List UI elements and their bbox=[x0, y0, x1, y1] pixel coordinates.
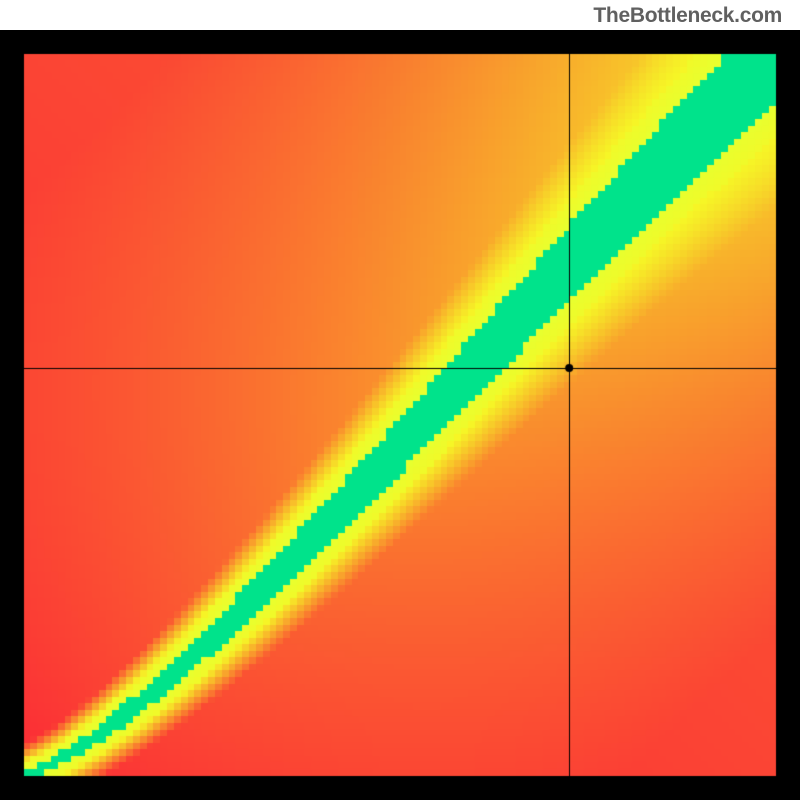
watermark-text: TheBottleneck.com bbox=[593, 4, 782, 28]
bottleneck-heatmap-canvas bbox=[0, 30, 800, 800]
